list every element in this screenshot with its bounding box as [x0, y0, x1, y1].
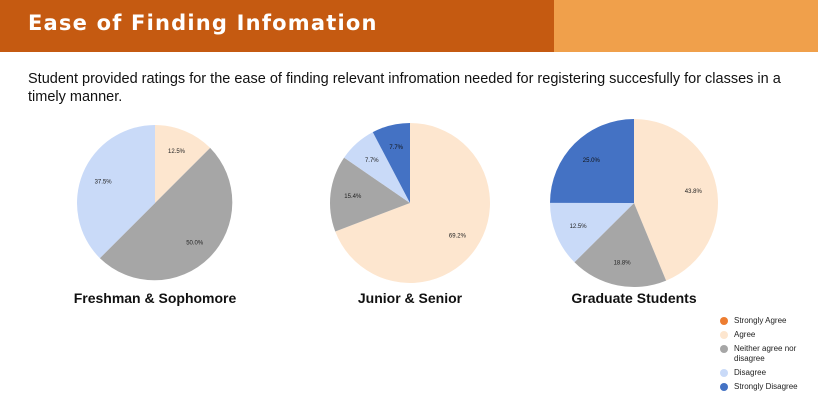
pie-slice-neither-agree-nor-disagree: [329, 157, 410, 232]
header-main-band: [0, 0, 554, 52]
pie-slice-neither-agree-nor-disagree: [99, 147, 233, 281]
pie-charts-svg: 12.5% 50.0% 37.5% 69.2% 15.4% 7.7% 7.7% 43.8% 18…: [77, 119, 718, 288]
pie-charts-area: 12.5% 50.0% 37.5% 69.2% 15.4% 7.7% 7.7% 43.8% 18…: [0, 110, 818, 320]
legend-label: Strongly Disagree: [734, 382, 798, 391]
pie-slice-label: 12.5%: [570, 224, 588, 230]
pie-slice-label: 15.4%: [344, 194, 362, 200]
pie-slice-disagree: [344, 132, 410, 203]
pie-slice-label: 69.2%: [449, 234, 467, 240]
legend-item-strongly-agree: Strongly Agree: [719, 316, 817, 326]
chart-legend: Strongly Agree Agree Neither agree nor dis…: [719, 316, 817, 396]
chart-description: Student provided ratings for the ease of…: [28, 71, 781, 105]
legend-item-neither-agree-nor-disagree: Neither agree nor disagree: [719, 344, 817, 364]
header-banner: Ease of Finding Infomation: [0, 0, 818, 52]
pie-slice-label: 7.7%: [365, 158, 379, 164]
legend-label: Agree: [734, 330, 756, 339]
header-accent-band: [554, 0, 818, 52]
chart-title-freshman-sophomore: Freshman & Sophomore: [73, 290, 237, 306]
pie-graduate-students: 43.8% 18.8% 12.5% 25.0%: [549, 119, 718, 288]
pie-slice-strongly-disagree: [372, 123, 410, 203]
pie-slice-neither-agree-nor-disagree: [574, 203, 667, 288]
legend-label: Strongly Agree: [734, 316, 787, 325]
pie-slice-agree: [634, 119, 718, 281]
pie-slice-disagree: [77, 125, 155, 259]
page-title: Ease of Finding Infomation: [28, 11, 378, 35]
legend-swatch: [720, 383, 728, 391]
pie-slice-label: 7.7%: [389, 145, 403, 151]
pie-slice-label: 50.0%: [186, 241, 204, 247]
pie-slice-label: 25.0%: [583, 158, 601, 164]
legend-item-disagree: Disagree: [719, 368, 817, 378]
legend-item-agree: Agree: [719, 330, 817, 340]
legend-swatch: [720, 345, 728, 353]
pie-slice-label: 37.5%: [95, 180, 113, 186]
legend-swatch: [720, 331, 728, 339]
pie-slice-agree: [155, 125, 211, 203]
legend-label: Neither agree nor disagree: [734, 344, 797, 363]
pie-slice-label: 43.8%: [685, 189, 703, 195]
legend-swatch: [720, 369, 728, 377]
legend-swatch: [720, 317, 728, 325]
pie-freshman-sophomore: 12.5% 50.0% 37.5%: [77, 125, 233, 281]
pie-slice-disagree: [549, 202, 634, 263]
legend-label: Disagree: [734, 368, 767, 377]
chart-title-junior-senior: Junior & Senior: [357, 290, 463, 306]
pie-junior-senior: 69.2% 15.4% 7.7% 7.7%: [329, 123, 490, 283]
pie-slice-label: 18.8%: [614, 260, 632, 266]
legend-item-strongly-disagree: Strongly Disagree: [719, 382, 817, 392]
chart-title-graduate-students: Graduate Students: [571, 290, 697, 306]
pie-slice-agree: [335, 123, 490, 283]
pie-slice-strongly-disagree: [550, 119, 634, 203]
pie-slice-label: 12.5%: [168, 149, 186, 155]
